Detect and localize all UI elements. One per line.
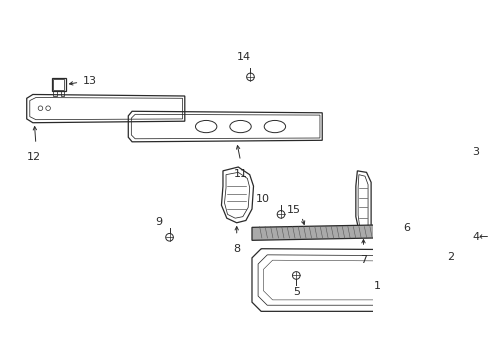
Text: 11: 11 <box>233 168 247 179</box>
Polygon shape <box>251 224 411 240</box>
Text: 12: 12 <box>27 152 41 162</box>
Text: 5: 5 <box>292 287 299 297</box>
Text: 6: 6 <box>403 224 409 233</box>
Text: 2: 2 <box>446 252 453 262</box>
Text: 10: 10 <box>255 194 269 204</box>
Text: 13: 13 <box>82 76 96 86</box>
Text: 1: 1 <box>373 281 380 291</box>
Text: 15: 15 <box>286 205 301 215</box>
Text: 3: 3 <box>471 147 478 157</box>
Text: 7: 7 <box>359 255 366 265</box>
Text: 8: 8 <box>233 244 240 254</box>
Text: 4←: 4← <box>472 232 488 242</box>
Text: 9: 9 <box>155 217 162 228</box>
Text: 14: 14 <box>237 51 251 62</box>
